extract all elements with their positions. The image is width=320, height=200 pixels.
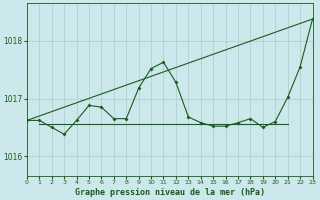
X-axis label: Graphe pression niveau de la mer (hPa): Graphe pression niveau de la mer (hPa) xyxy=(75,188,265,197)
